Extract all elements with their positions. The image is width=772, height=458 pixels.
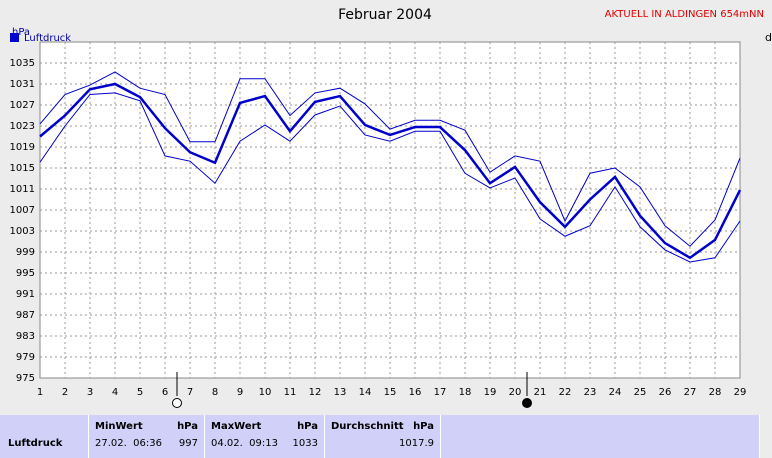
table-cell — [441, 415, 760, 458]
mean-line — [39, 82, 742, 260]
y-tick-label: 1011 — [10, 184, 35, 195]
header: hPa — [413, 421, 434, 432]
x-tick-label: 18 — [459, 387, 472, 398]
x-tick-label: 23 — [584, 387, 597, 398]
table-cell: Durchschnitt hPa 1017.9 — [325, 415, 441, 458]
y-tick-label: 1023 — [10, 121, 35, 132]
range-line — [39, 71, 741, 247]
x-tick-label: 15 — [384, 387, 397, 398]
x-tick-label: 20 — [509, 387, 522, 398]
full-moon-icon — [172, 398, 182, 408]
y-tick-label: 1015 — [10, 163, 35, 174]
y-tick-label: 1003 — [10, 226, 35, 237]
y-tick-label: 1027 — [10, 100, 35, 111]
x-tick-label: 14 — [359, 387, 372, 398]
x-tick-label: 12 — [309, 387, 322, 398]
x-tick-label: 3 — [87, 387, 93, 398]
x-tick-label: 13 — [334, 387, 347, 398]
y-tick-label: 983 — [16, 331, 35, 342]
x-tick-label: 10 — [259, 387, 272, 398]
x-tick-label: 26 — [659, 387, 672, 398]
y-tick-label: 979 — [16, 352, 35, 363]
x-tick-label: 21 — [534, 387, 547, 398]
y-tick-label: 991 — [16, 289, 35, 300]
x-tick-label: 1 — [37, 387, 43, 398]
x-tick-label: 17 — [434, 387, 447, 398]
y-tick-label: 987 — [16, 310, 35, 321]
x-tick-label: 9 — [237, 387, 243, 398]
legend-swatch — [10, 33, 19, 42]
y-label: hPa — [12, 27, 30, 38]
header: MinWert — [95, 421, 143, 432]
header: hPa — [177, 421, 198, 432]
x-tick-label: 29 — [734, 387, 747, 398]
table-cell: MaxWert hPa 04.02. 09:13 1033 — [205, 415, 325, 458]
x-tick-label: 11 — [284, 387, 297, 398]
x-tick-label: 27 — [684, 387, 697, 398]
y-tick-label: 975 — [16, 373, 35, 384]
x-tick-label: 5 — [137, 387, 143, 398]
x-tick-label: 28 — [709, 387, 722, 398]
y-tick-label: 1031 — [10, 79, 35, 90]
legend-label: Luftdruck — [24, 33, 71, 44]
x-tick-label: 25 — [634, 387, 647, 398]
table-cell: Luftdruck — [0, 415, 89, 458]
subtitle: AKTUELL IN ALDINGEN 654mNN — [605, 9, 764, 20]
cell: 27.02. 06:36 — [95, 438, 162, 449]
table-cell: MinWert hPa 27.02. 06:36 997 — [89, 415, 205, 458]
cell: 997 — [178, 438, 198, 449]
x-tick-label: 4 — [112, 387, 118, 398]
x-tick-label: 6 — [162, 387, 168, 398]
x-tick-label: 19 — [484, 387, 497, 398]
cell: 04.02. 09:13 — [211, 438, 278, 449]
x-tick-label: 22 — [559, 387, 572, 398]
range-line — [39, 92, 741, 263]
y-tick-label: 1019 — [10, 142, 35, 153]
x-tick-label: 7 — [187, 387, 193, 398]
chart-title: Februar 2004 — [338, 7, 432, 23]
y-tick-label: 995 — [16, 268, 35, 279]
header: Durchschnitt — [331, 421, 404, 432]
y-tick-label: 1035 — [10, 58, 35, 69]
row-label: Luftdruck — [8, 438, 63, 449]
cell: 1017.9 — [399, 438, 434, 449]
y-tick-label: 999 — [16, 247, 35, 258]
header: hPa — [297, 421, 318, 432]
x-tick-label: 2 — [62, 387, 68, 398]
x-tick-label: 16 — [409, 387, 422, 398]
chart: Februar 2004 AKTUELL IN ALDINGEN 654mNN … — [10, 7, 772, 408]
corner-text: d — [765, 31, 772, 44]
x-tick-label: 24 — [609, 387, 622, 398]
new-moon-icon — [522, 398, 532, 408]
header: MaxWert — [211, 421, 262, 432]
x-tick-label: 8 — [212, 387, 218, 398]
cell: 1033 — [292, 438, 318, 449]
y-tick-label: 1007 — [10, 205, 35, 216]
